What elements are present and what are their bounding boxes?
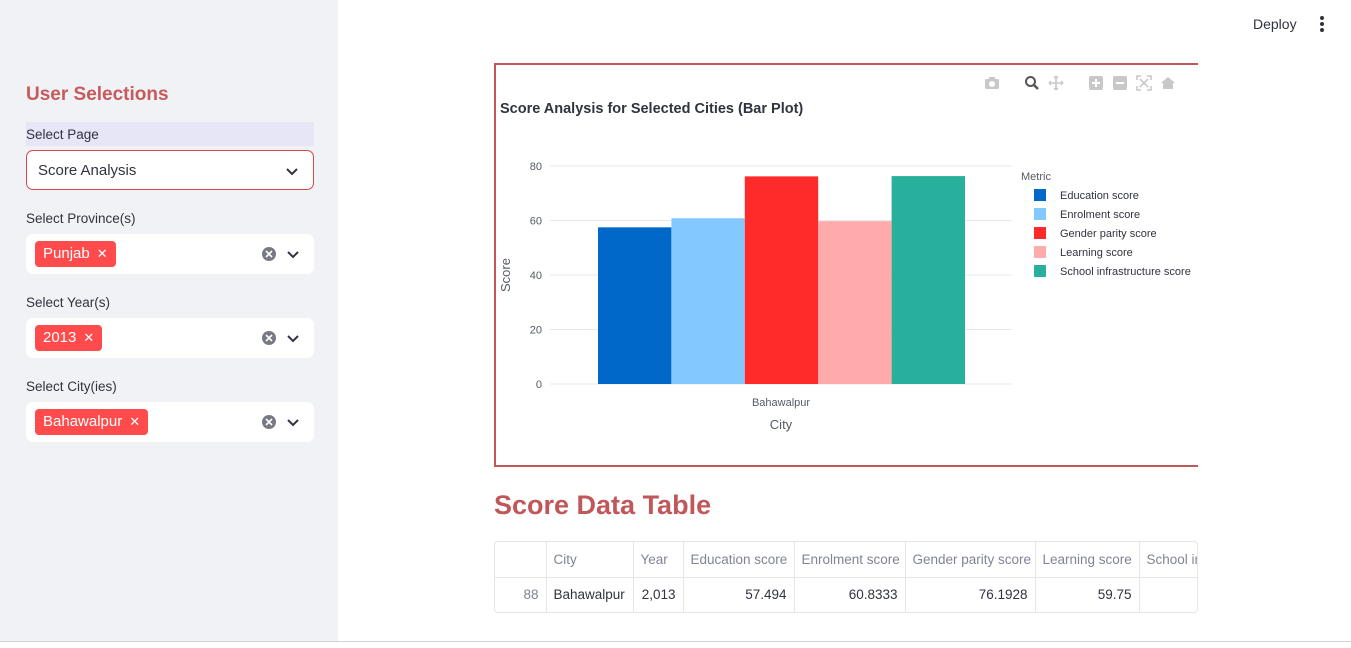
chevron-down-icon[interactable] <box>286 331 300 345</box>
y-tick-label: 0 <box>536 379 542 391</box>
autoscale-icon[interactable] <box>1136 75 1152 91</box>
page-select[interactable]: Score Analysis <box>26 150 314 190</box>
clear-icon[interactable] <box>262 247 276 261</box>
clear-icon[interactable] <box>262 331 276 345</box>
legend-item[interactable]: Enrolment score <box>1034 208 1140 221</box>
y-tick-label: 40 <box>530 270 542 282</box>
legend-item[interactable]: Gender parity score <box>1034 227 1157 240</box>
year-tag: 2013 ✕ <box>35 325 103 351</box>
legend-item[interactable]: Learning score <box>1034 246 1133 259</box>
table-title: Score Data Table <box>494 490 712 520</box>
column-header[interactable]: Learning score <box>1035 542 1140 578</box>
select-year-label: Select Year(s) <box>26 295 111 310</box>
column-header[interactable] <box>495 542 547 578</box>
bar-learning-score[interactable] <box>818 221 892 384</box>
clear-icon[interactable] <box>262 415 276 429</box>
x-tick-label: Bahawalpur <box>752 397 810 409</box>
legend-item[interactable]: Education score <box>1034 189 1139 202</box>
chevron-down-icon[interactable] <box>286 415 300 429</box>
column-header[interactable]: City <box>546 542 634 578</box>
camera-icon[interactable] <box>984 75 1000 91</box>
select-page-label: Select Page <box>26 122 314 146</box>
sidebar: User Selections Select Page Score Analys… <box>0 0 338 641</box>
y-tick-label: 20 <box>530 325 542 337</box>
chart-container: Score Analysis for Selected Cities (Bar … <box>494 63 1198 467</box>
sidebar-title: User Selections <box>26 84 169 105</box>
bottom-edge <box>0 641 1351 648</box>
chart-modebar <box>984 75 1198 91</box>
zoom-out-icon[interactable] <box>1112 75 1128 91</box>
table-cell: 88 <box>495 577 547 612</box>
bar-enrolment-score[interactable] <box>671 218 745 384</box>
deploy-button[interactable]: Deploy <box>1253 16 1297 32</box>
city-multiselect[interactable]: Bahawalpur ✕ <box>26 402 314 442</box>
remove-tag-icon[interactable]: ✕ <box>83 330 95 345</box>
table-cell: 60.8333 <box>794 577 906 612</box>
column-header[interactable]: Year <box>633 542 684 578</box>
table-cell: 76.1928 <box>905 577 1036 612</box>
y-tick-label: 80 <box>530 161 542 173</box>
bar-gender-parity-score[interactable] <box>744 176 819 384</box>
select-province-label: Select Province(s) <box>26 211 136 226</box>
legend-title: Metric <box>1021 171 1051 183</box>
zoom-in-icon[interactable] <box>1088 75 1104 91</box>
legend-swatch <box>1034 265 1046 277</box>
data-table[interactable]: City Year Education score Enrolment score Ge… <box>494 541 1198 613</box>
legend-label: Education score <box>1060 190 1139 202</box>
pan-icon[interactable] <box>1048 75 1064 91</box>
legend-label: Enrolment score <box>1060 209 1140 221</box>
bar-education-score[interactable] <box>598 227 672 384</box>
legend-label: School infrastructure score <box>1060 266 1191 278</box>
remove-tag-icon[interactable]: ✕ <box>129 414 141 429</box>
chart-title: Score Analysis for Selected Cities (Bar … <box>500 101 804 117</box>
select-city-label: Select City(ies) <box>26 379 117 394</box>
bar-chart: 0 20 40 60 80 Bahawalpur City Score Metric E… <box>498 161 1191 432</box>
x-axis-label: City <box>770 417 793 432</box>
table-row[interactable]: 88 Bahawalpur 2,013 57.494 60.8333 76.1928 59.… <box>495 577 1197 612</box>
y-axis-label: Score <box>498 258 513 292</box>
legend-swatch <box>1034 189 1046 201</box>
province-tag: Punjab ✕ <box>35 241 116 267</box>
legend-label: Learning score <box>1060 247 1133 259</box>
legend-swatch <box>1034 208 1046 220</box>
table-cell: 2,013 <box>633 577 684 612</box>
home-icon[interactable] <box>1160 75 1176 91</box>
table-cell: 57.494 <box>683 577 795 612</box>
y-tick-label: 60 <box>530 216 542 228</box>
city-tag: Bahawalpur ✕ <box>35 409 149 435</box>
table-cell: 59.75 <box>1035 577 1140 612</box>
zoom-icon[interactable] <box>1024 75 1040 91</box>
chevron-down-icon[interactable] <box>286 247 300 261</box>
year-multiselect[interactable]: 2013 ✕ <box>26 318 314 358</box>
page-select-value: Score Analysis <box>38 162 137 179</box>
table-cell <box>1139 577 1197 612</box>
legend-item[interactable]: School infrastructure score <box>1034 265 1191 278</box>
table-cell: Bahawalpur <box>546 577 634 612</box>
column-header[interactable]: Enrolment score <box>794 542 906 578</box>
legend-label: Gender parity score <box>1060 228 1157 240</box>
province-multiselect[interactable]: Punjab ✕ <box>26 234 314 274</box>
bar-school-infrastructure-score[interactable] <box>891 176 965 384</box>
legend-swatch <box>1034 227 1046 239</box>
column-header[interactable]: Gender parity score <box>905 542 1036 578</box>
main-menu-icon[interactable] <box>1317 16 1327 32</box>
chevron-down-icon[interactable] <box>285 164 299 178</box>
column-header[interactable]: School infrastructure score <box>1139 542 1197 578</box>
column-header[interactable]: Education score <box>683 542 795 578</box>
remove-tag-icon[interactable]: ✕ <box>96 246 108 261</box>
legend-swatch <box>1034 246 1046 258</box>
